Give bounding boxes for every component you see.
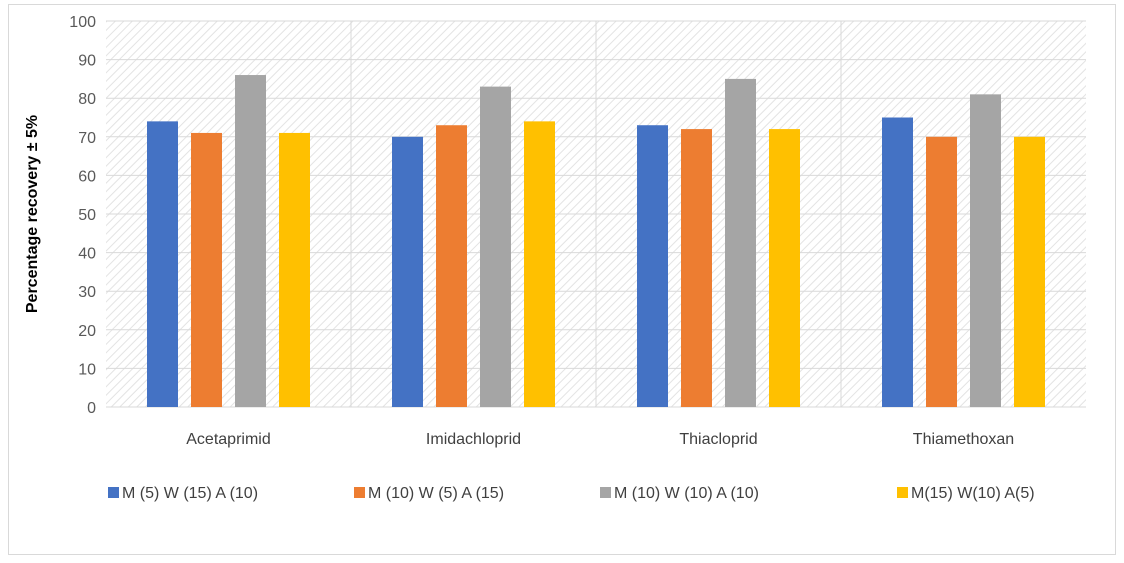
y-tick-label: 80 [78,91,96,108]
bar [637,125,668,407]
bars [147,75,1045,408]
y-tick-label: 70 [78,130,96,147]
legend-label: M (10) W (5) A (15) [368,485,504,502]
bar [147,121,178,408]
legend-swatch [108,487,119,498]
x-tick-label: Thiamethoxan [913,431,1014,448]
bar [1014,136,1045,408]
legend: M (5) W (15) A (10) M (10) W (5) A (15) M … [108,485,1035,502]
bar [235,75,266,407]
y-tick-label: 0 [87,400,96,417]
y-tick-label: 60 [78,168,96,185]
bar [480,86,511,408]
bar [882,117,913,407]
bar [191,132,222,407]
x-tick-label: Thiacloprid [679,431,757,448]
x-axis-categories: Acetaprimid Imidachloprid Thiacloprid Thiam… [186,431,1014,448]
bar [681,129,712,407]
bar [769,129,800,407]
x-tick-label: Acetaprimid [186,431,270,448]
y-tick-label: 90 [78,53,96,70]
y-axis-ticks: 0 10 20 30 40 50 60 70 80 90 100 [69,14,96,417]
legend-label: M (5) W (15) A (10) [122,485,258,502]
y-tick-label: 40 [78,246,96,263]
y-tick-label: 30 [78,284,96,301]
legend-label: M(15) W(10) A(5) [911,485,1035,502]
y-tick-label: 20 [78,323,96,340]
legend-label: M (10) W (10) A (10) [614,485,759,502]
legend-swatch [897,487,908,498]
bar [436,125,467,407]
bar [279,132,310,407]
bar [926,136,957,408]
y-tick-label: 100 [69,14,96,31]
x-tick-label: Imidachloprid [426,431,521,448]
bar [524,121,555,408]
gridlines [106,20,1086,408]
bar [970,94,1001,407]
legend-swatch [354,487,365,498]
y-axis-label: Percentage recovery ± 5% [24,115,41,313]
legend-swatch [600,487,611,498]
bar [725,78,756,408]
y-tick-label: 50 [78,207,96,224]
bar [392,136,423,408]
y-tick-label: 10 [78,361,96,378]
